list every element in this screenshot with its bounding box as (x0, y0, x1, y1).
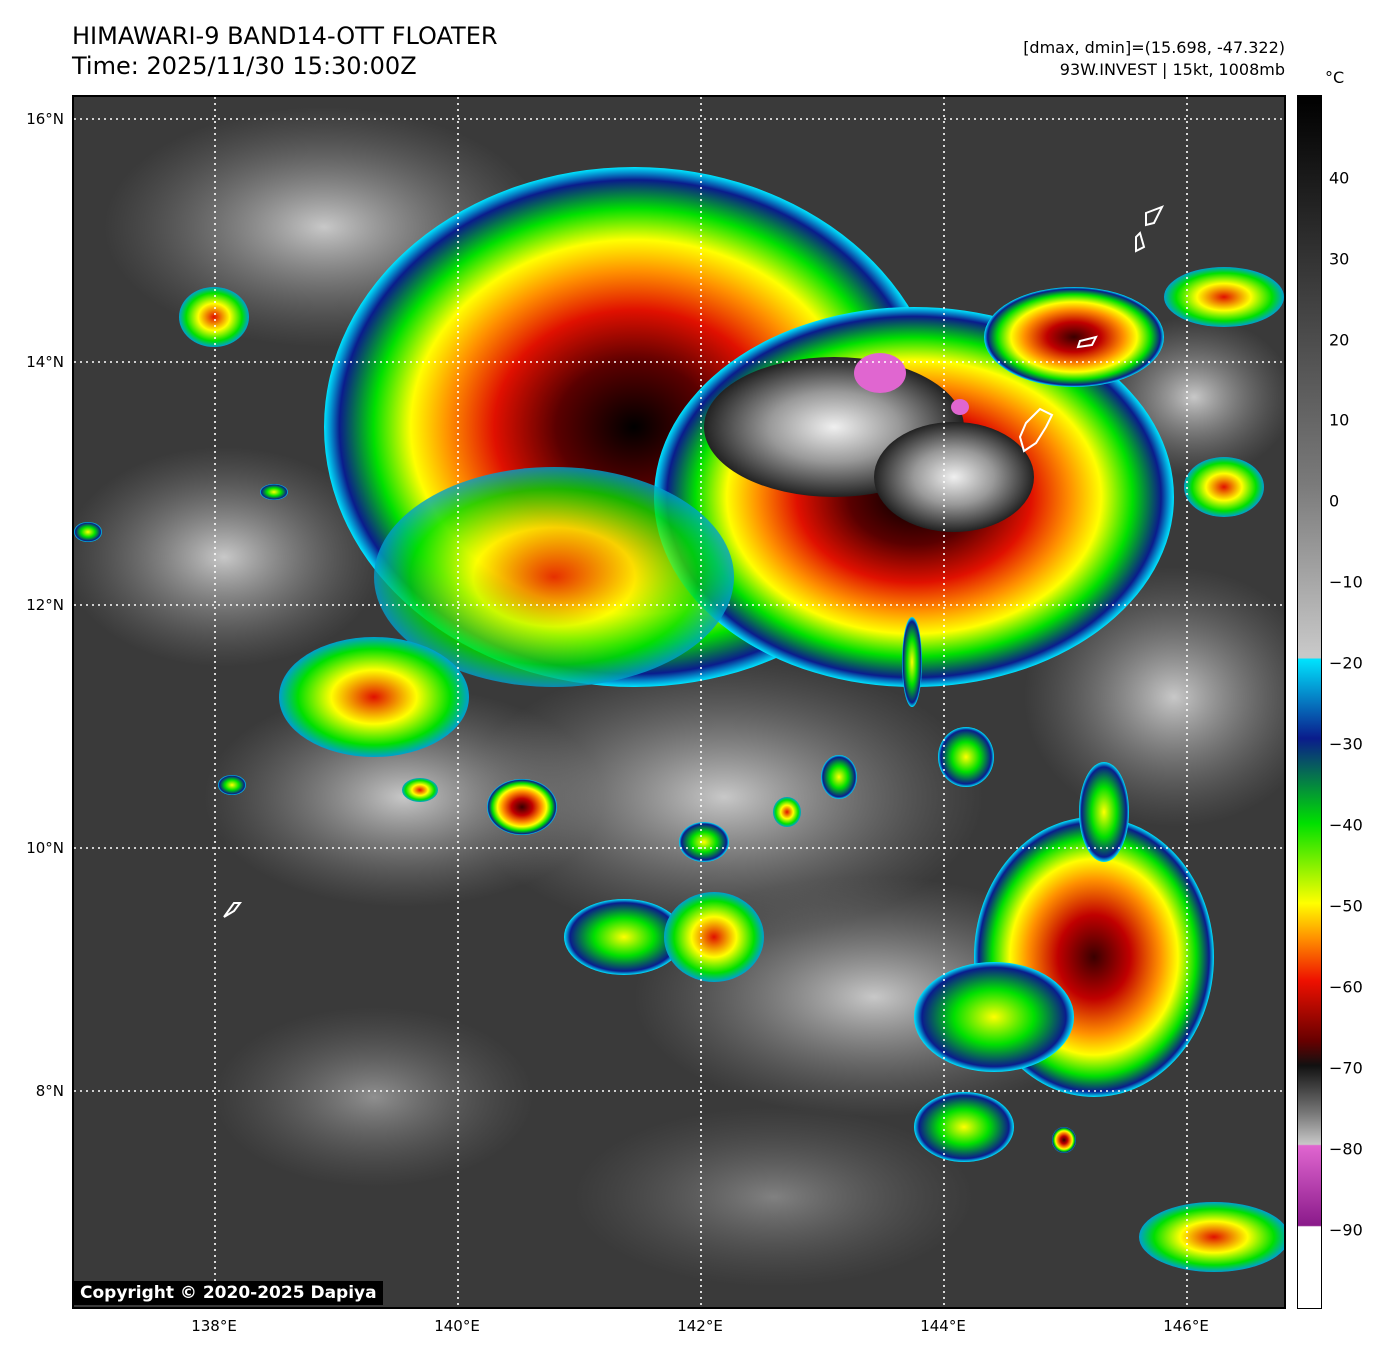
colorbar-tick-label: −50 (1329, 896, 1363, 916)
convective-cells (74, 287, 1284, 1272)
coldest-cloud-top (854, 353, 906, 393)
lon-label-138e: 138°E (191, 1317, 237, 1335)
lat-label-16n: 16°N (26, 110, 64, 128)
lon-label-146e: 146°E (1163, 1317, 1209, 1335)
lon-label-142e: 142°E (677, 1317, 723, 1335)
colorbar-tick-label: 30 (1329, 249, 1350, 269)
guam-coastline (1018, 407, 1054, 453)
map-timestamp: Time: 2025/11/30 15:30:00Z (72, 52, 417, 80)
lon-label-140e: 140°E (434, 1317, 480, 1335)
saipan-coastline (1145, 205, 1165, 227)
colorbar (1297, 95, 1322, 1309)
colorbar-tick-label: −10 (1329, 572, 1363, 592)
colorbar-tick-label: −80 (1329, 1139, 1363, 1159)
colorbar-tick-label: −60 (1329, 977, 1363, 997)
satellite-imagery (74, 97, 1284, 1307)
colorbar-tick-label: 20 (1329, 330, 1350, 350)
colorbar-tick-label: 40 (1329, 168, 1350, 188)
colorbar-unit: °C (1325, 68, 1345, 87)
lat-label-10n: 10°N (26, 839, 64, 857)
lat-label-14n: 14°N (26, 353, 64, 371)
satellite-map (72, 95, 1286, 1309)
lat-label-12n: 12°N (26, 596, 64, 614)
lat-label-8n: 8°N (35, 1082, 64, 1100)
colorbar-tick-label: −20 (1329, 653, 1363, 673)
rota-coastline (1076, 335, 1098, 349)
colorbar-tick-label: −70 (1329, 1058, 1363, 1078)
gridlines (74, 97, 1284, 1307)
colorbar-tick-label: 0 (1329, 491, 1340, 511)
map-title: HIMAWARI-9 BAND14-OTT FLOATER (72, 22, 498, 50)
colorbar-tick-label: −30 (1329, 734, 1363, 754)
data-range-readout: [dmax, dmin]=(15.698, -47.322) (1023, 38, 1285, 57)
tinian-coastline (1135, 231, 1146, 253)
storm-info: 93W.INVEST | 15kt, 1008mb (1059, 60, 1285, 79)
main-storm-system (324, 167, 1284, 687)
copyright-notice: Copyright © 2020-2025 Dapiya (74, 1281, 383, 1305)
coastlines (223, 205, 1165, 918)
colorbar-tick-label: −40 (1329, 815, 1363, 835)
yap-coastline (223, 902, 242, 918)
lon-label-144e: 144°E (920, 1317, 966, 1335)
colorbar-tick-label: −90 (1329, 1220, 1363, 1240)
colorbar-tick-label: 10 (1329, 410, 1350, 430)
